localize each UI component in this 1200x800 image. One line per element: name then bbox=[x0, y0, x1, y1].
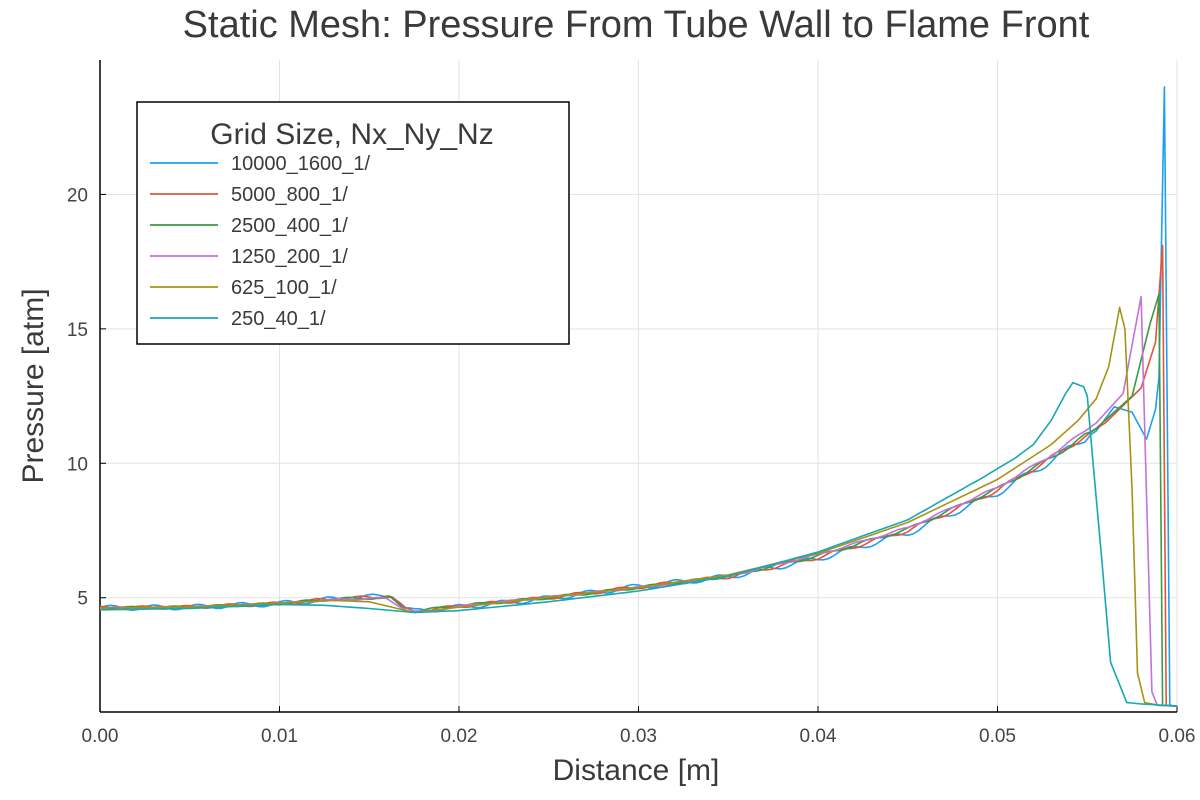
x-axis-label: Distance [m] bbox=[553, 754, 720, 787]
y-tick-label: 15 bbox=[67, 320, 88, 341]
legend-label: 625_100_1/ bbox=[231, 277, 337, 299]
x-tick-label: 0.00 bbox=[82, 726, 119, 747]
legend-label: 2500_400_1/ bbox=[231, 215, 348, 237]
x-tick-label: 0.02 bbox=[441, 726, 478, 747]
legend: Grid Size, Nx_Ny_Nz 10000_1600_1/5000_80… bbox=[136, 101, 570, 345]
x-tick-label: 0.06 bbox=[1159, 726, 1196, 747]
legend-items: 10000_1600_1/5000_800_1/2500_400_1/1250_… bbox=[150, 153, 370, 330]
y-tick-label: 5 bbox=[77, 589, 88, 610]
x-tick-label: 0.03 bbox=[620, 726, 657, 747]
y-tick-label: 10 bbox=[67, 454, 88, 475]
x-tick-labels: 0.00 0.01 0.02 0.03 0.04 0.05 0.06 bbox=[82, 726, 1196, 747]
legend-label: 5000_800_1/ bbox=[231, 184, 348, 206]
series-lines bbox=[99, 86, 1178, 707]
series-line-5 bbox=[100, 306, 1178, 707]
legend-title: Grid Size, Nx_Ny_Nz bbox=[210, 118, 493, 151]
axes bbox=[99, 60, 1177, 713]
y-tick-labels: 5 10 15 20 bbox=[67, 185, 88, 609]
legend-label: 250_40_1/ bbox=[231, 308, 326, 330]
y-axis-label: Pressure [atm] bbox=[17, 288, 50, 483]
x-tick-label: 0.05 bbox=[979, 726, 1016, 747]
x-tick-label: 0.04 bbox=[800, 726, 837, 747]
legend-box bbox=[136, 101, 570, 345]
x-tick-label: 0.01 bbox=[261, 726, 298, 747]
legend-label: 1250_200_1/ bbox=[231, 246, 348, 268]
series-line-6 bbox=[100, 381, 1178, 707]
y-tick-label: 20 bbox=[67, 185, 88, 206]
legend-label: 10000_1600_1/ bbox=[231, 153, 370, 175]
chart-title: Static Mesh: Pressure From Tube Wall to … bbox=[183, 4, 1090, 46]
